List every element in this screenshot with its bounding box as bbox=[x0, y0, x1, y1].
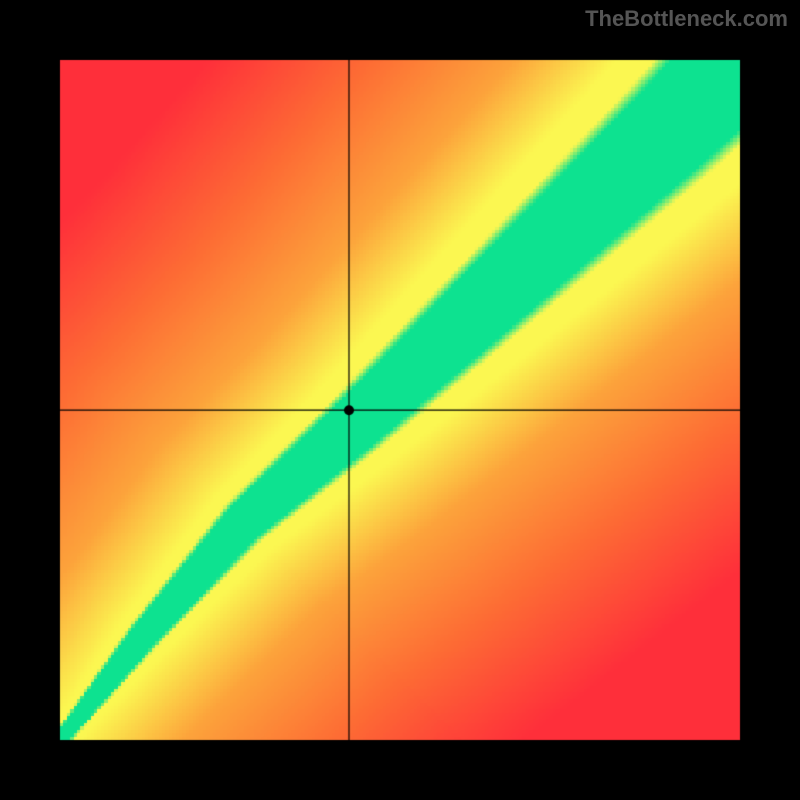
watermark-text: TheBottleneck.com bbox=[585, 6, 788, 32]
chart-container: TheBottleneck.com bbox=[0, 0, 800, 800]
bottleneck-heatmap-canvas bbox=[0, 0, 800, 800]
